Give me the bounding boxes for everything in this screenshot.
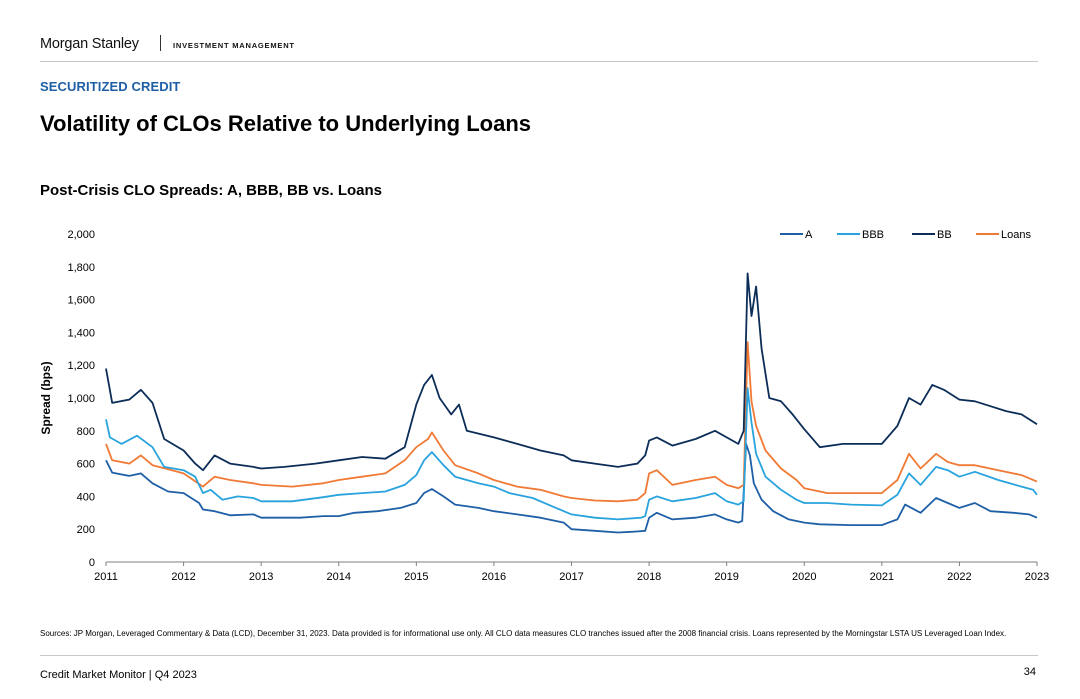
page-number: 34	[1023, 666, 1036, 678]
footer-divider	[40, 655, 1038, 656]
brand-subtitle: INVESTMENT MANAGEMENT	[173, 41, 295, 50]
x-tick-label: 2022	[947, 571, 971, 583]
series-line-bbb	[105, 387, 1038, 521]
legend-label: BBB	[862, 229, 884, 241]
y-tick-label: 0	[89, 557, 95, 569]
x-tick-label: 2013	[249, 571, 273, 583]
y-tick-label: 800	[77, 426, 95, 438]
footer-label: Credit Market Monitor | Q4 2023	[40, 669, 197, 681]
page-title: Volatility of CLOs Relative to Underlyin…	[40, 111, 531, 136]
x-tick-label: 2021	[870, 571, 894, 583]
brand-logo: Morgan Stanley	[40, 36, 139, 52]
x-tick-label: 2017	[559, 571, 583, 583]
y-tick-label: 1,600	[67, 295, 95, 307]
legend-label: A	[805, 229, 813, 241]
sources-note: Sources: JP Morgan, Leveraged Commentary…	[40, 629, 1007, 638]
x-tick-label: 2016	[482, 571, 506, 583]
series-line-bb	[105, 272, 1038, 472]
y-tick-label: 2,000	[67, 229, 95, 241]
y-tick-label: 1,000	[67, 393, 95, 405]
x-tick-label: 2015	[404, 571, 428, 583]
y-tick-label: 600	[77, 459, 95, 471]
y-tick-label: 1,800	[67, 262, 95, 274]
legend-label: Loans	[1001, 229, 1031, 241]
chart-title: Post-Crisis CLO Spreads: A, BBB, BB vs. …	[40, 182, 383, 199]
y-axis-label: Spread (bps)	[39, 361, 53, 434]
series-line-loans	[105, 341, 1038, 503]
x-tick-label: 2014	[327, 571, 351, 583]
x-tick-label: 2012	[171, 571, 195, 583]
y-tick-label: 1,200	[67, 360, 95, 372]
y-tick-label: 200	[77, 524, 95, 536]
line-chart: 0 200 400 600 800 1,000 1,200 1,400 1,600 1,800 2,…	[39, 229, 1049, 583]
series-line-a	[105, 443, 1038, 534]
page-header: Morgan Stanley INVESTMENT MANAGEMENT	[40, 34, 1038, 62]
brand-divider	[160, 35, 161, 51]
x-tick-label: 2019	[714, 571, 738, 583]
x-tick-label: 2011	[94, 571, 118, 583]
section-label: SECURITIZED CREDIT	[40, 79, 181, 94]
y-tick-label: 1,400	[67, 327, 95, 339]
x-tick-label: 2020	[792, 571, 816, 583]
y-tick-label: 400	[77, 491, 95, 503]
legend-label: BB	[937, 229, 952, 241]
x-tick-label: 2018	[637, 571, 661, 583]
x-tick-label: 2023	[1025, 571, 1049, 583]
